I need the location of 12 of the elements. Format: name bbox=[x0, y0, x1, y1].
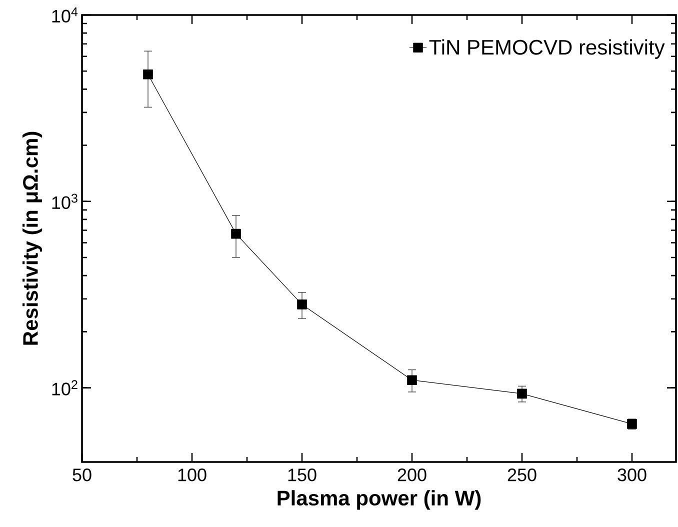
y-tick-label: 10$^{3}$ bbox=[52, 194, 78, 210]
y-tick-label: 10$^{4}$ bbox=[52, 7, 78, 23]
x-tick-label: 300 bbox=[618, 468, 646, 482]
x-tick-label: 100 bbox=[178, 468, 206, 482]
y-tick-label: 10$^{2}$ bbox=[52, 380, 78, 396]
x-tick-label: 50 bbox=[72, 468, 92, 482]
y-axis-title: Resistivity (in μΩ.cm) bbox=[22, 132, 42, 345]
x-axis-title: Plasma power (in W) bbox=[278, 490, 481, 510]
legend-label: TiN PEMOCVD resistivity bbox=[429, 39, 665, 59]
x-tick-label: 200 bbox=[398, 468, 426, 482]
x-tick-label: 250 bbox=[508, 468, 536, 482]
x-tick-label: 150 bbox=[288, 468, 316, 482]
